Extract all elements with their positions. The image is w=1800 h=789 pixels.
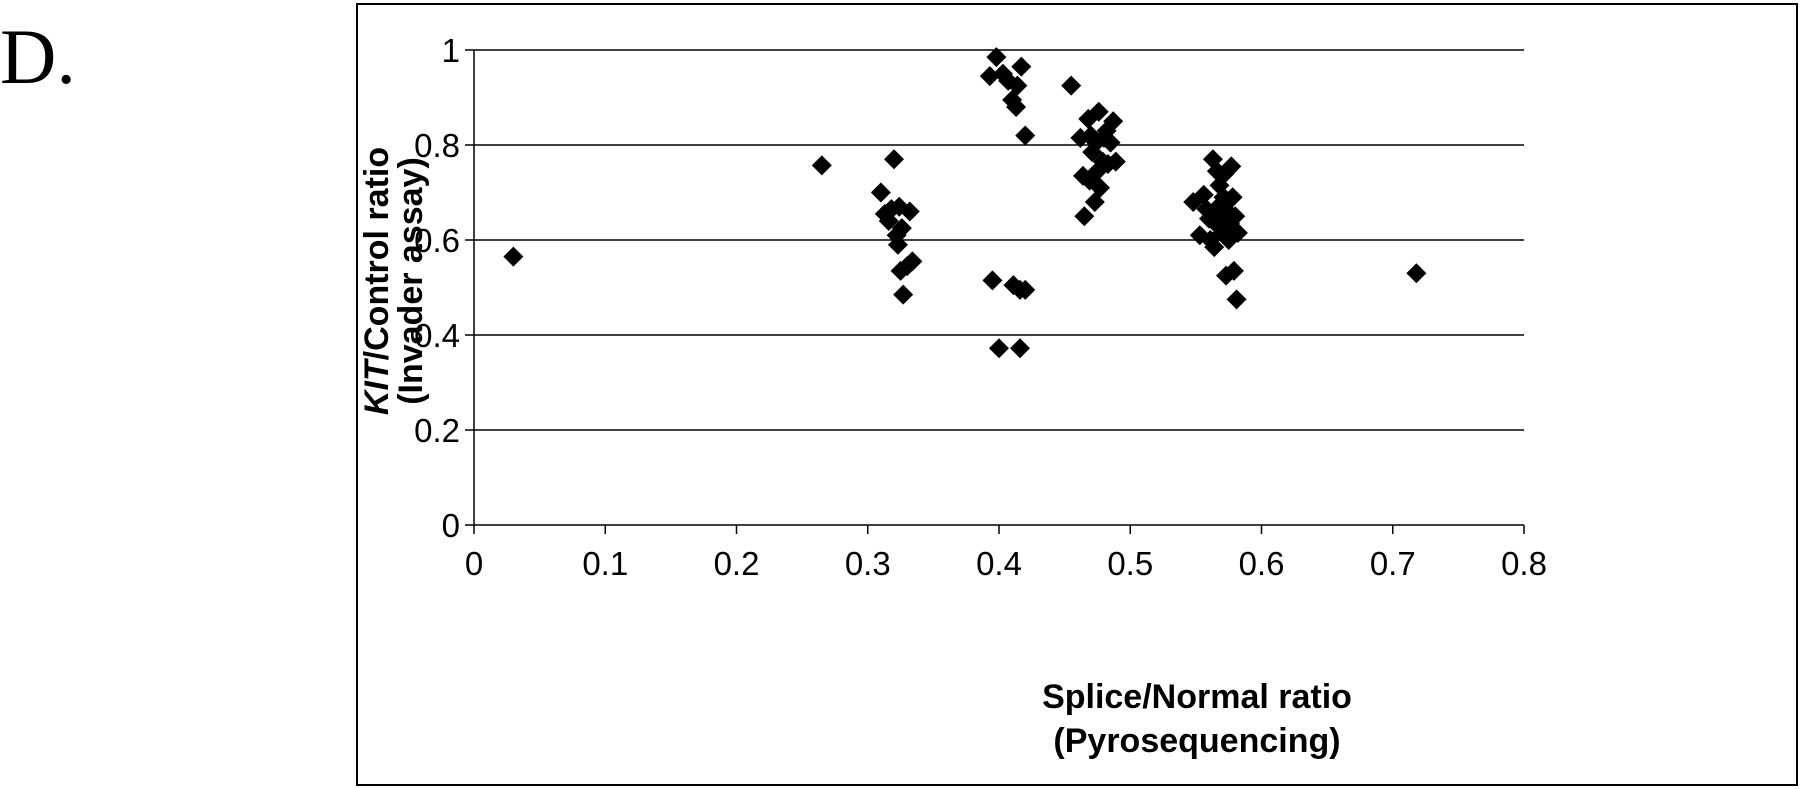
panel-label: D. (0, 13, 76, 100)
data-point-72 (1222, 187, 1243, 208)
data-point-2 (870, 182, 891, 203)
x-tick-label-0: 0 (465, 545, 483, 582)
x-tick-label-5: 0.5 (1107, 545, 1153, 582)
x-tick-label-7: 0.7 (1370, 545, 1416, 582)
data-point-71 (1221, 156, 1242, 177)
chart-frame: 0 0.2 0.4 0.6 0.8 1 0 0.1 0.2 0.3 0.4 0.5 0.6 0.7 0.8 … (356, 3, 1798, 786)
data-point-75 (1226, 289, 1247, 310)
data-point-76 (1227, 222, 1248, 243)
x-tick-label-4: 0.4 (976, 545, 1022, 582)
data-point-17 (982, 270, 1003, 291)
x-axis-title-line1: Splice/Normal ratio (1042, 678, 1352, 716)
data-point-25 (1007, 75, 1028, 96)
data-point-8 (887, 234, 908, 255)
data-point-16 (979, 66, 1000, 87)
x-tick-label-1: 0.1 (582, 545, 628, 582)
data-point-53 (1193, 184, 1214, 205)
data-point-0 (503, 246, 524, 267)
data-points (503, 47, 1427, 359)
x-tick-label-3: 0.3 (845, 545, 891, 582)
data-point-50 (1105, 151, 1126, 172)
data-point-31 (1061, 75, 1082, 96)
data-point-58 (1204, 237, 1225, 258)
data-point-77 (1406, 263, 1427, 284)
data-point-34 (1074, 206, 1095, 227)
data-point-12 (893, 284, 914, 305)
data-point-29 (1015, 279, 1036, 300)
data-point-74 (1225, 206, 1246, 227)
data-point-28 (1011, 56, 1032, 77)
x-axis-title-line2: (Pyrosequencing) (1053, 722, 1340, 760)
y-tick-label-2: 0.4 (414, 317, 460, 354)
y-tick-label-3: 0.6 (414, 222, 460, 259)
y-axis-title-line2: (Invader assay) (392, 157, 430, 405)
data-point-14 (899, 201, 920, 222)
y-axis-title-line1: KIT/Control ratio (358, 147, 396, 415)
axes (465, 49, 1525, 534)
data-point-73 (1223, 260, 1244, 281)
data-point-24 (1006, 97, 1027, 117)
y-axis-title-rest: /Control ratio (358, 147, 396, 360)
y-tick-label-0: 0 (442, 507, 460, 544)
data-point-19 (989, 338, 1009, 359)
data-point-30 (1015, 125, 1036, 146)
data-point-11 (891, 218, 912, 239)
x-tick-label-6: 0.6 (1239, 545, 1285, 582)
scatter-chart: 00.20.40.60.810 0.1 0.2 0.3 0.4 0.5 0.6 0.7 0.8 … (358, 32, 1547, 760)
data-point-43 (1090, 177, 1111, 198)
y-axis-title-italic: KIT (358, 357, 396, 415)
data-point-1 (811, 155, 832, 176)
y-tick-label-5: 1 (442, 32, 460, 69)
data-point-15 (902, 251, 923, 272)
data-point-18 (986, 47, 1007, 68)
tick-labels: 0 0.2 0.4 0.6 0.8 1 0 0.1 0.2 0.3 0.4 0.5 0.6 0.7 0.8 (414, 32, 1547, 582)
data-point-6 (884, 149, 904, 170)
data-point-26 (1010, 338, 1030, 359)
data-point-48 (1100, 132, 1121, 153)
y-tick-label-1: 0.2 (414, 412, 460, 449)
x-tick-label-2: 0.2 (714, 545, 760, 582)
y-tick-label-4: 0.8 (414, 127, 460, 164)
x-tick-label-8: 0.8 (1501, 545, 1547, 582)
data-point-42 (1088, 101, 1109, 122)
data-point-49 (1103, 111, 1124, 132)
gridlines (474, 49, 1524, 431)
